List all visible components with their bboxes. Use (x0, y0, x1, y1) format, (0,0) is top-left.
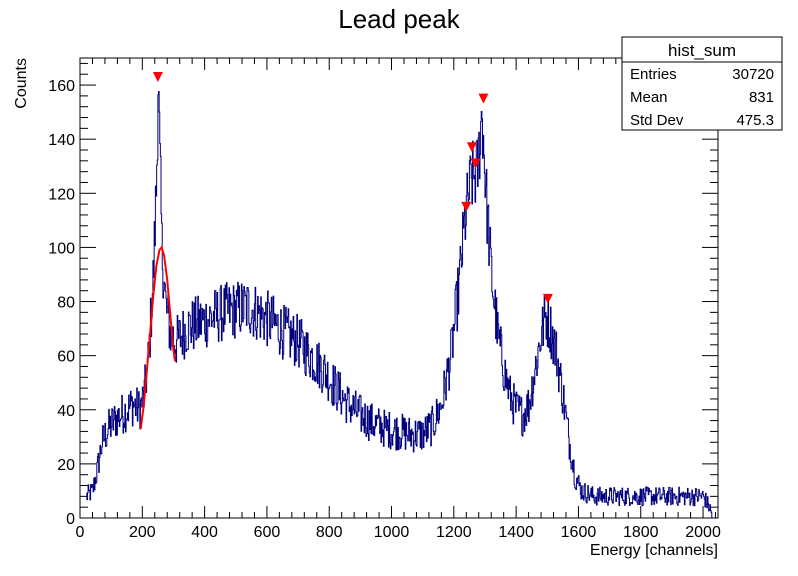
stats-entries-label: Entries (630, 66, 677, 83)
x-tick-label: 0 (76, 524, 85, 541)
peak-marker (470, 158, 481, 169)
x-axis-label: Energy [channels] (590, 542, 718, 559)
fit-curve-line (139, 245, 176, 429)
x-tick-label: 1800 (623, 524, 659, 541)
y-tick-label: 40 (57, 403, 75, 420)
y-tick-label: 20 (57, 457, 75, 474)
peak-marker (461, 201, 472, 212)
y-axis-ticks: 0 20 40 60 80 100 120 140 160 (48, 62, 718, 528)
stats-entries-value: 30720 (732, 66, 774, 83)
histogram-line (86, 91, 714, 519)
x-tick-label: 1000 (374, 524, 410, 541)
x-tick-label: 2000 (685, 524, 721, 541)
x-tick-label: 200 (129, 524, 156, 541)
peak-marker (542, 293, 553, 304)
y-tick-label: 80 (57, 295, 75, 312)
plot-frame (79, 57, 719, 519)
peak-marker (478, 93, 489, 104)
gaussian-fit (139, 245, 176, 429)
y-tick-label: 120 (48, 186, 75, 203)
peak-marker (152, 71, 163, 82)
peak-marker (466, 142, 477, 153)
histogram-series (86, 91, 714, 519)
x-tick-label: 1200 (436, 524, 472, 541)
x-tick-label: 1600 (561, 524, 597, 541)
stats-box-title: hist_sum (668, 41, 736, 60)
stats-stddev-label: Std Dev (630, 112, 684, 129)
y-axis-label: Counts (13, 58, 30, 109)
stats-stddev-value: 475.3 (736, 112, 774, 129)
chart-title: Lead peak (338, 4, 460, 34)
peak-markers (152, 71, 553, 304)
x-tick-label: 400 (191, 524, 218, 541)
stats-box: hist_sum Entries 30720 Mean 831 Std Dev … (621, 36, 783, 131)
x-tick-label: 1400 (498, 524, 534, 541)
y-tick-label: 160 (48, 78, 75, 95)
x-tick-label: 600 (254, 524, 281, 541)
y-tick-label: 100 (48, 240, 75, 257)
stats-mean-value: 831 (749, 89, 774, 106)
stats-box-frame (621, 36, 783, 131)
stats-mean-label: Mean (630, 89, 668, 106)
y-tick-label: 0 (66, 511, 75, 528)
y-tick-label: 60 (57, 349, 75, 366)
x-tick-label: 800 (316, 524, 343, 541)
y-tick-label: 140 (48, 132, 75, 149)
